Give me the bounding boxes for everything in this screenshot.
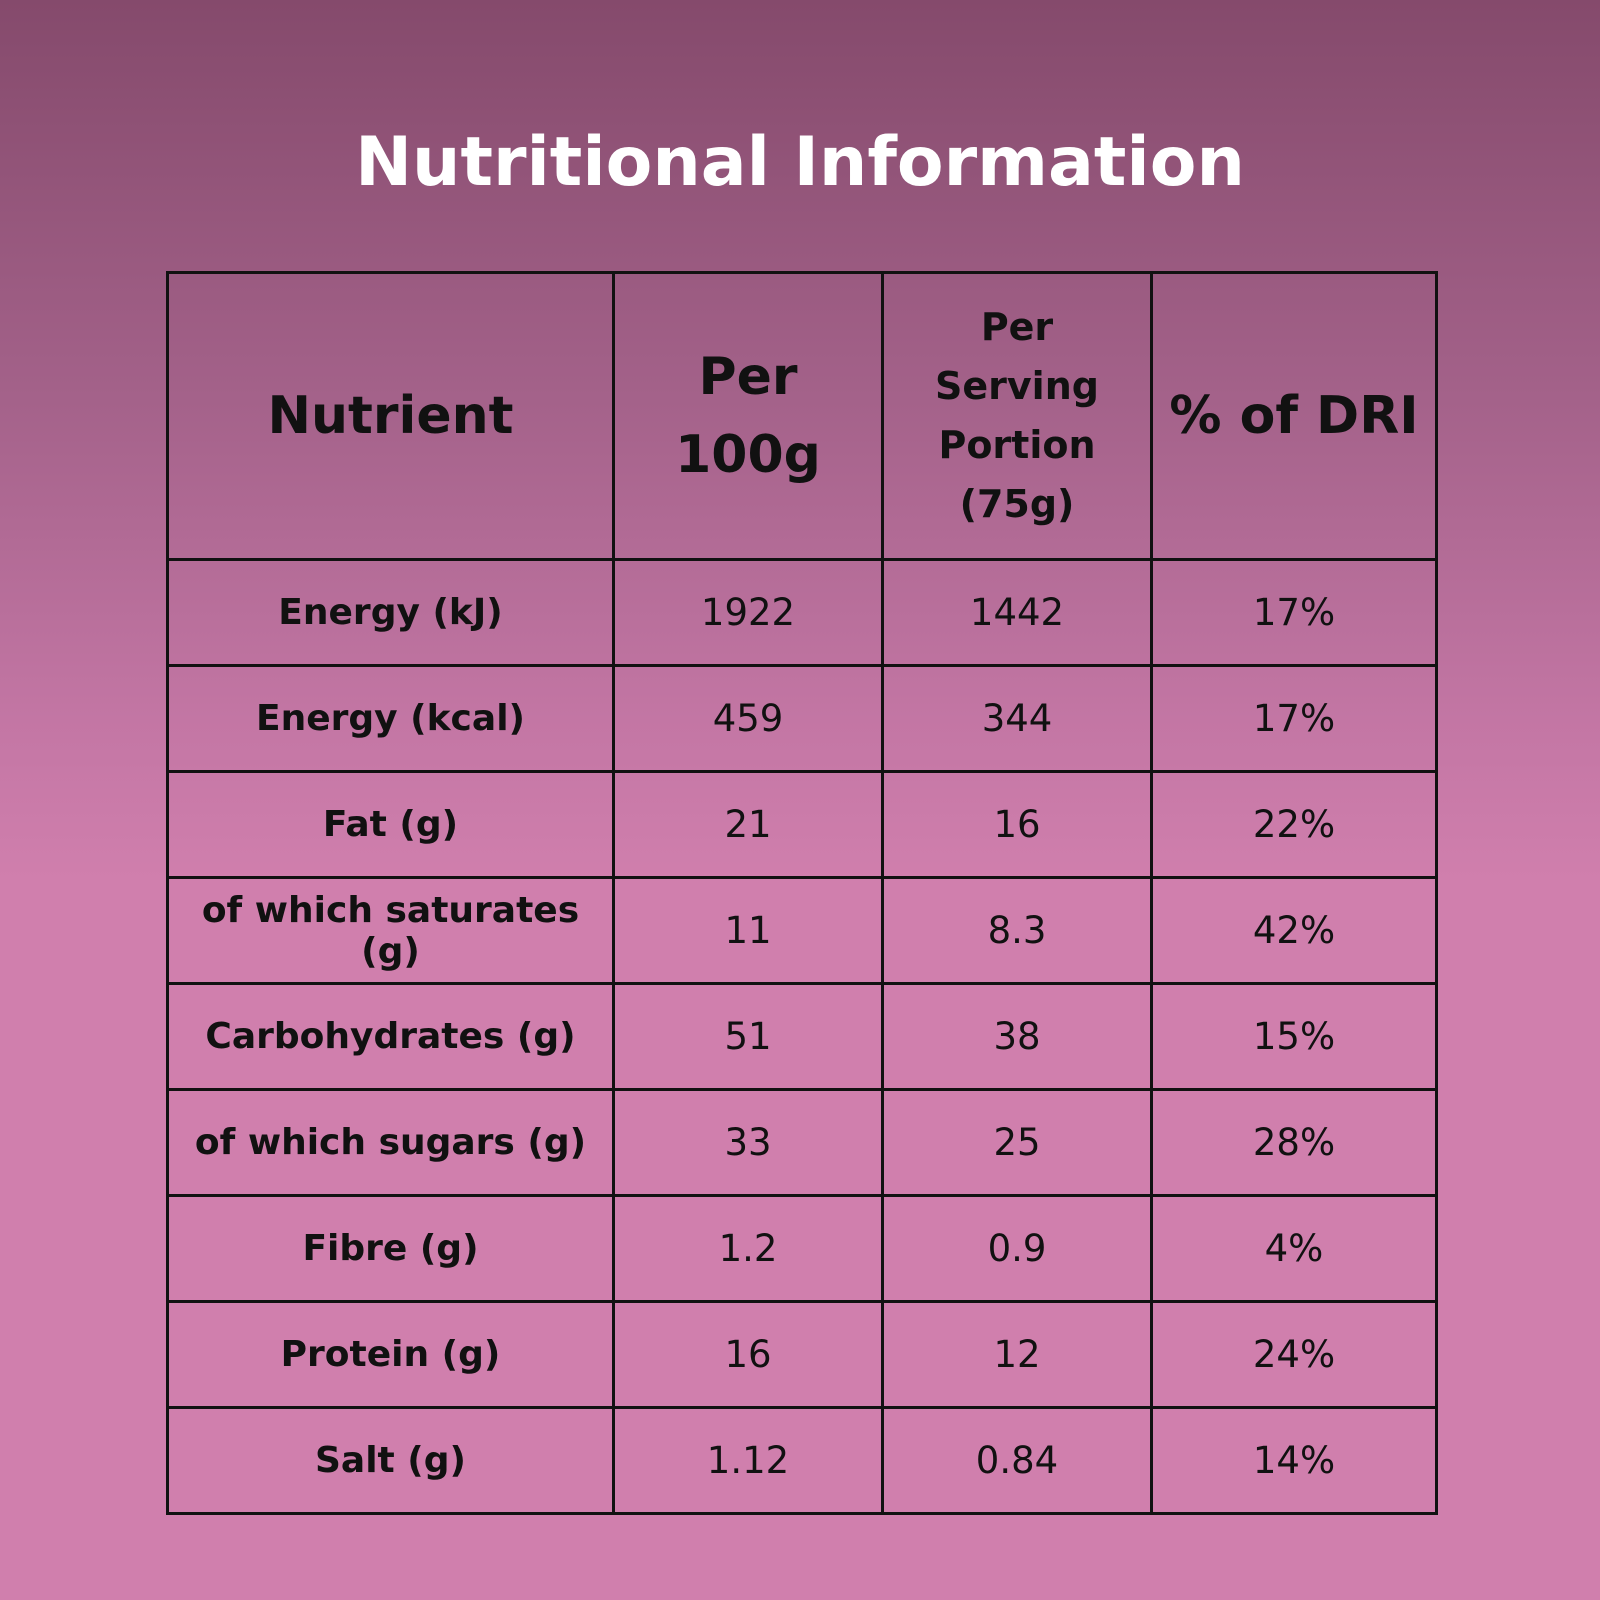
per-100g-cell: 21: [612, 770, 884, 879]
dri-cell: 17%: [1150, 558, 1438, 667]
nutrient-cell: Energy (kcal): [166, 664, 615, 773]
header-per-serving-line4: (75g): [959, 482, 1075, 526]
table-row: Protein (g) 16 12 24%: [166, 1300, 1438, 1409]
nutrient-cell: Carbohydrates (g): [166, 982, 615, 1091]
table-row: of which sugars (g) 33 25 28%: [166, 1088, 1438, 1197]
per-100g-cell: 33: [612, 1088, 884, 1197]
table-row: Energy (kcal) 459 344 17%: [166, 664, 1438, 773]
dri-cell: 28%: [1150, 1088, 1438, 1197]
dri-cell: 22%: [1150, 770, 1438, 879]
nutrient-cell: Fat (g): [166, 770, 615, 879]
per-serving-cell: 8.3: [881, 876, 1153, 985]
dri-cell: 17%: [1150, 664, 1438, 773]
per-serving-cell: 25: [881, 1088, 1153, 1197]
dri-cell: 42%: [1150, 876, 1438, 985]
per-100g-cell: 459: [612, 664, 884, 773]
nutrient-cell: of which saturates (g): [166, 876, 615, 985]
header-nutrient: Nutrient: [166, 271, 615, 561]
table-row: Fat (g) 21 16 22%: [166, 770, 1438, 879]
per-serving-cell: 1442: [881, 558, 1153, 667]
per-100g-cell: 1.2: [612, 1194, 884, 1303]
table-row: Energy (kJ) 1922 1442 17%: [166, 558, 1438, 667]
per-100g-cell: 11: [612, 876, 884, 985]
table-body: Energy (kJ) 1922 1442 17% Energy (kcal) …: [166, 558, 1438, 1515]
header-per-serving-line3: Portion: [938, 423, 1096, 467]
per-100g-cell: 1922: [612, 558, 884, 667]
header-per-100g-line1: Per: [698, 347, 798, 407]
per-serving-cell: 16: [881, 770, 1153, 879]
nutrient-cell: of which sugars (g): [166, 1088, 615, 1197]
per-serving-cell: 38: [881, 982, 1153, 1091]
header-row: Nutrient Per 100g Per Serving Portion (7…: [166, 271, 1438, 561]
header-per-serving-line1: Per: [980, 305, 1054, 349]
header-per-100g-line2: 100g: [675, 425, 821, 485]
page-title: Nutritional Information: [355, 123, 1245, 202]
header-dri: % of DRI: [1150, 271, 1438, 561]
nutrient-cell: Fibre (g): [166, 1194, 615, 1303]
nutrition-table: Nutrient Per 100g Per Serving Portion (7…: [166, 271, 1438, 1515]
header-per-serving: Per Serving Portion (75g): [881, 271, 1153, 561]
per-100g-cell: 16: [612, 1300, 884, 1409]
table-row: Fibre (g) 1.2 0.9 4%: [166, 1194, 1438, 1303]
dri-cell: 14%: [1150, 1406, 1438, 1515]
dri-cell: 4%: [1150, 1194, 1438, 1303]
table-row: Carbohydrates (g) 51 38 15%: [166, 982, 1438, 1091]
per-100g-cell: 1.12: [612, 1406, 884, 1515]
per-serving-cell: 0.84: [881, 1406, 1153, 1515]
dri-cell: 15%: [1150, 982, 1438, 1091]
table-row: of which saturates (g) 11 8.3 42%: [166, 876, 1438, 985]
table-row: Salt (g) 1.12 0.84 14%: [166, 1406, 1438, 1515]
nutrient-cell: Salt (g): [166, 1406, 615, 1515]
table-header: Nutrient Per 100g Per Serving Portion (7…: [166, 271, 1438, 561]
per-100g-cell: 51: [612, 982, 884, 1091]
dri-cell: 24%: [1150, 1300, 1438, 1409]
header-per-100g: Per 100g: [612, 271, 884, 561]
header-per-serving-line2: Serving: [935, 364, 1099, 408]
nutrient-cell: Protein (g): [166, 1300, 615, 1409]
nutrient-cell: Energy (kJ): [166, 558, 615, 667]
per-serving-cell: 0.9: [881, 1194, 1153, 1303]
per-serving-cell: 344: [881, 664, 1153, 773]
per-serving-cell: 12: [881, 1300, 1153, 1409]
